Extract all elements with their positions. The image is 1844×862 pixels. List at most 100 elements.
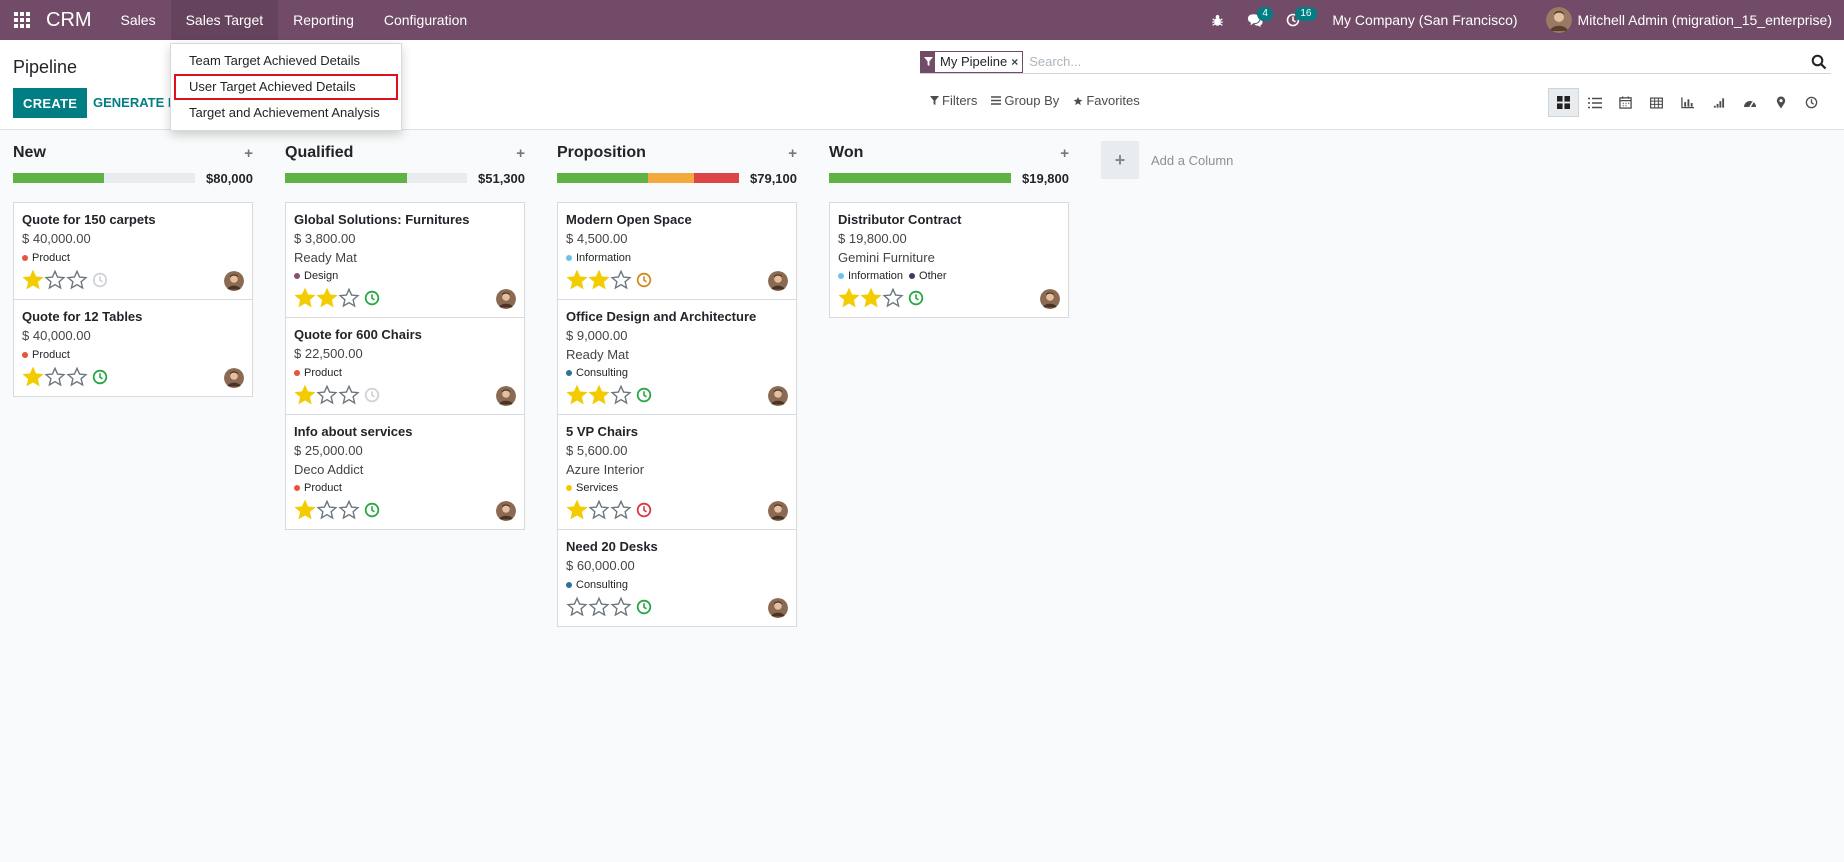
star-empty-icon[interactable] [566, 596, 588, 618]
kanban-card[interactable]: Quote for 150 carpets $ 40,000.00 Produc… [13, 202, 253, 300]
column-total-amount: $79,100 [750, 170, 797, 186]
activities-clock-icon[interactable]: 16 [1274, 0, 1317, 40]
star-empty-icon[interactable] [882, 287, 904, 309]
kanban-card[interactable]: Quote for 12 Tables $ 40,000.00 Product [13, 299, 253, 397]
favorites-toggle[interactable]: Favorites [1073, 93, 1140, 108]
progress-segment[interactable] [648, 173, 694, 183]
menu-sales[interactable]: Sales [120, 12, 156, 28]
menu-item-team-target-achieved-details[interactable]: Team Target Achieved Details [189, 53, 361, 68]
star-empty-icon[interactable] [44, 269, 66, 291]
activity-clock-icon[interactable] [636, 502, 652, 518]
star-filled-icon[interactable] [22, 269, 44, 291]
map-view-button[interactable] [1765, 88, 1796, 117]
activity-clock-icon[interactable] [636, 387, 652, 403]
list-view-button[interactable] [1579, 88, 1610, 117]
menu-item-target-and-achievement-analysis[interactable]: Target and Achievement Analysis [189, 105, 380, 120]
column-title[interactable]: Won [829, 144, 864, 161]
kanban-card[interactable]: 5 VP Chairs $ 5,600.00 Azure Interior Se… [557, 414, 797, 530]
star-empty-icon[interactable] [610, 499, 632, 521]
progress-segment[interactable] [693, 173, 739, 183]
filters-toggle[interactable]: Filters [930, 93, 977, 108]
menu-sales-target[interactable]: Sales Target [170, 0, 279, 40]
star-empty-icon[interactable] [66, 366, 88, 388]
star-filled-icon[interactable] [588, 269, 610, 291]
kanban-card[interactable]: Info about services $ 25,000.00 Deco Add… [285, 414, 525, 530]
kanban-card[interactable]: Quote for 600 Chairs $ 22,500.00 Product [285, 317, 525, 415]
star-filled-icon[interactable] [294, 499, 316, 521]
star-empty-icon[interactable] [44, 366, 66, 388]
menu-item-user-target-achieved-details[interactable]: User Target Achieved Details [174, 74, 398, 100]
star-filled-icon[interactable] [316, 287, 338, 309]
star-empty-icon[interactable] [66, 269, 88, 291]
app-menu-icon[interactable] [2, 0, 42, 40]
kanban-view-button[interactable] [1548, 88, 1579, 117]
menu-reporting[interactable]: Reporting [293, 12, 354, 28]
star-filled-icon[interactable] [294, 287, 316, 309]
app-brand[interactable]: CRM [46, 8, 92, 31]
user-menu[interactable]: Mitchell Admin (migration_15_enterprise) [1538, 7, 1844, 33]
cohort-view-button[interactable] [1703, 88, 1734, 117]
kanban-card[interactable]: Need 20 Desks $ 60,000.00 Consulting [557, 529, 797, 627]
star-filled-icon[interactable] [566, 269, 588, 291]
star-empty-icon[interactable] [610, 384, 632, 406]
search-input[interactable] [1029, 54, 1811, 69]
card-footer [22, 364, 244, 390]
dashboard-view-button[interactable] [1734, 88, 1765, 117]
activity-clock-icon[interactable] [364, 387, 380, 403]
star-empty-icon[interactable] [316, 384, 338, 406]
star-empty-icon[interactable] [338, 287, 360, 309]
star-filled-icon[interactable] [588, 384, 610, 406]
add-column-plus-icon[interactable]: + [1101, 141, 1139, 179]
search-facet[interactable]: My Pipeline × [920, 50, 1024, 73]
kanban-card[interactable]: Global Solutions: Furnitures $ 3,800.00 … [285, 202, 525, 318]
menu-configuration[interactable]: Configuration [383, 12, 468, 28]
activity-clock-icon[interactable] [636, 599, 652, 615]
star-empty-icon[interactable] [610, 596, 632, 618]
activity-clock-icon[interactable] [636, 272, 652, 288]
star-empty-icon[interactable] [588, 499, 610, 521]
column-title[interactable]: Proposition [557, 144, 646, 161]
kanban-card[interactable]: Office Design and Architecture $ 9,000.0… [557, 299, 797, 415]
star-empty-icon[interactable] [588, 596, 610, 618]
search-icon[interactable] [1811, 54, 1827, 70]
quick-create-plus-icon[interactable]: + [1060, 144, 1069, 162]
column-title[interactable]: New [13, 144, 46, 161]
star-filled-icon[interactable] [566, 499, 588, 521]
create-button[interactable]: CREATE [13, 88, 88, 118]
add-column[interactable]: + Add a Column [1101, 141, 1233, 179]
activity-clock-icon[interactable] [92, 272, 108, 288]
groupby-toggle[interactable]: Group By [991, 93, 1059, 108]
star-filled-icon[interactable] [860, 287, 882, 309]
company-switcher[interactable]: My Company (San Francisco) [1332, 12, 1518, 28]
messages-icon[interactable]: 4 [1236, 0, 1274, 40]
progress-segment[interactable] [557, 173, 648, 183]
quick-create-plus-icon[interactable]: + [516, 144, 525, 162]
progress-segment[interactable] [829, 173, 1011, 183]
quick-create-plus-icon[interactable]: + [788, 144, 797, 162]
column-title[interactable]: Qualified [285, 144, 354, 161]
star-empty-icon[interactable] [338, 499, 360, 521]
generate-leads-button[interactable]: GENERATE LEADS [93, 95, 171, 110]
remove-facet-icon[interactable]: × [1011, 54, 1019, 69]
activity-view-button[interactable] [1796, 88, 1827, 117]
pivot-view-button[interactable] [1641, 88, 1672, 117]
star-filled-icon[interactable] [838, 287, 860, 309]
progress-segment[interactable] [13, 173, 104, 183]
kanban-card[interactable]: Distributor Contract $ 19,800.00 Gemini … [829, 202, 1069, 318]
star-empty-icon[interactable] [610, 269, 632, 291]
star-filled-icon[interactable] [566, 384, 588, 406]
quick-create-plus-icon[interactable]: + [244, 144, 253, 162]
activity-clock-icon[interactable] [364, 502, 380, 518]
activity-clock-icon[interactable] [92, 369, 108, 385]
activity-clock-icon[interactable] [908, 290, 924, 306]
star-filled-icon[interactable] [294, 384, 316, 406]
star-filled-icon[interactable] [22, 366, 44, 388]
progress-segment[interactable] [285, 173, 407, 183]
debug-bug-icon[interactable] [1198, 0, 1236, 40]
star-empty-icon[interactable] [338, 384, 360, 406]
calendar-view-button[interactable] [1610, 88, 1641, 117]
graph-view-button[interactable] [1672, 88, 1703, 117]
star-empty-icon[interactable] [316, 499, 338, 521]
kanban-card[interactable]: Modern Open Space $ 4,500.00 Information [557, 202, 797, 300]
activity-clock-icon[interactable] [364, 290, 380, 306]
